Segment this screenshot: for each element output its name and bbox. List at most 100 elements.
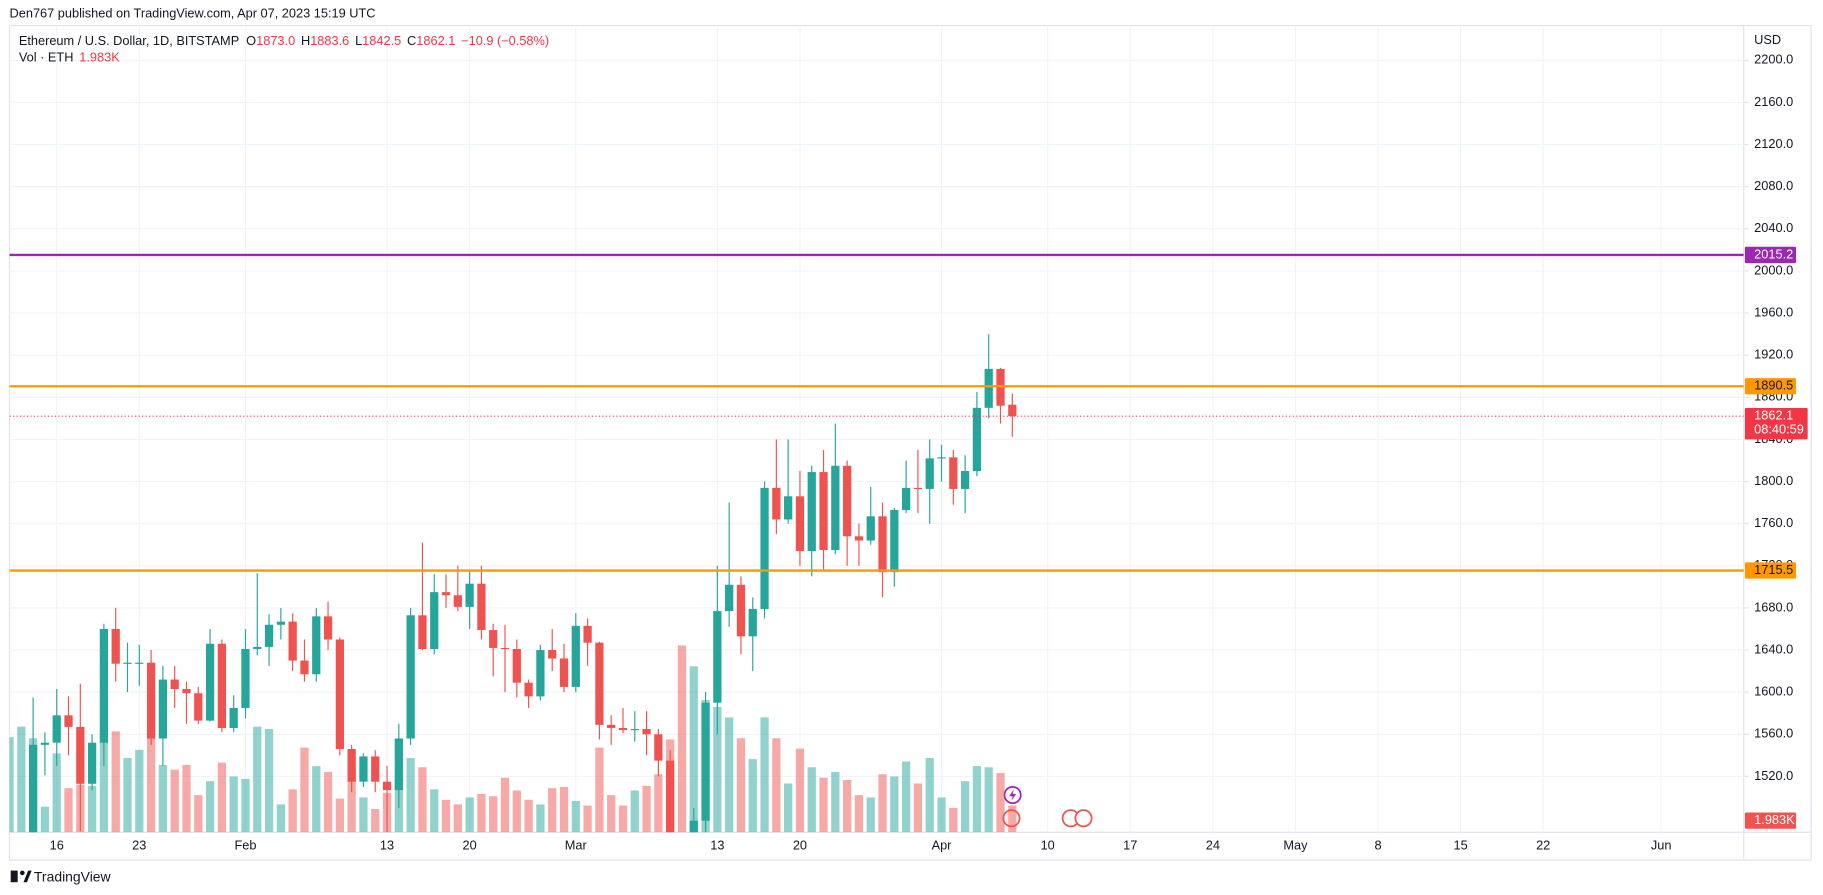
candle-body <box>701 702 710 821</box>
ohlc-value: 1862.1 <box>416 33 455 48</box>
y-tick-label: 2120.0 <box>1754 136 1793 151</box>
volume-badge-label: 1.983K <box>1754 812 1795 827</box>
brand-logo <box>10 870 18 883</box>
volume-bar <box>146 730 156 833</box>
candle-body <box>678 864 686 873</box>
candle-body <box>441 592 451 596</box>
candle-body <box>689 820 698 833</box>
candle-body <box>312 616 321 675</box>
candle-body <box>335 639 344 750</box>
volume-bar <box>182 764 191 833</box>
y-tick-label: 1600.0 <box>1754 684 1793 699</box>
volume-bar <box>253 726 262 833</box>
candle-body <box>359 756 368 782</box>
volume-bar <box>453 804 462 833</box>
volume-bar <box>866 797 875 833</box>
candle-body <box>630 729 639 731</box>
volume-bar <box>925 757 934 833</box>
volume-bar <box>312 766 321 833</box>
volume-bar <box>64 788 73 833</box>
candle-body <box>406 615 415 739</box>
candle-body <box>972 407 982 472</box>
candle-body <box>40 742 50 745</box>
candle-body <box>512 648 521 683</box>
candle-body <box>760 487 769 609</box>
candle-body <box>536 650 545 697</box>
candle-body <box>453 595 462 607</box>
x-tick-label: 22 <box>1536 838 1550 853</box>
candle-body <box>984 368 993 408</box>
candle-body <box>5 884 13 895</box>
volume-bar <box>40 806 50 833</box>
candle-body <box>607 724 616 728</box>
volume-bar <box>972 766 982 833</box>
x-tick-label: May <box>1283 838 1308 853</box>
volume-bar <box>87 785 97 833</box>
candle-body <box>654 734 663 761</box>
candle-body <box>784 496 793 520</box>
volume-bar <box>595 747 604 833</box>
countdown-label: 08:40:59 <box>1754 421 1804 436</box>
candle-body <box>736 584 746 637</box>
volume-value: 1.983K <box>79 49 120 64</box>
volume-bar <box>654 774 663 833</box>
volume-bar <box>890 776 899 833</box>
publisher-line: Den767 published on TradingView.com, Apr… <box>10 5 376 20</box>
volume-bar <box>713 706 722 833</box>
event-icon <box>1074 809 1093 828</box>
candle-body <box>17 849 25 884</box>
legend: Ethereum / U.S. Dollar, 1D, BITSTAMP O 187… <box>19 33 549 64</box>
candle-body <box>548 650 557 659</box>
candle-body <box>135 662 144 664</box>
volume-bar <box>489 796 498 833</box>
x-tick-label: 17 <box>1123 838 1137 853</box>
volume-bar <box>288 789 297 833</box>
volume-bar <box>618 805 628 833</box>
candle-body <box>937 457 946 459</box>
x-tick-label: Jun <box>1651 838 1672 853</box>
grid <box>9 25 1744 833</box>
candle-body <box>382 781 392 791</box>
y-tick-label: 1640.0 <box>1754 641 1793 656</box>
volume-name: Vol · ETH <box>19 49 74 64</box>
candle-body <box>87 742 97 784</box>
volume-bar <box>996 773 1005 833</box>
volume-bar <box>323 771 333 833</box>
volume-bar <box>807 767 816 833</box>
volume-bar <box>524 799 533 833</box>
volume-bar <box>689 666 698 833</box>
volume-bar <box>630 790 639 833</box>
candle-body <box>595 642 604 725</box>
volume-bar <box>371 809 380 833</box>
candle-body <box>182 689 191 694</box>
volume-bar <box>9 737 14 833</box>
candle-body <box>489 630 498 648</box>
y-tick-label: 1920.0 <box>1754 347 1793 362</box>
x-tick-label: Feb <box>234 838 256 853</box>
candle-body <box>241 648 250 708</box>
volume-bar <box>135 749 144 833</box>
candle-body <box>276 621 285 625</box>
ohlc-key: C <box>407 33 416 48</box>
candle-body <box>795 496 805 552</box>
volume-bar <box>642 785 651 833</box>
volume-bar <box>441 799 451 833</box>
candle-body <box>123 662 132 664</box>
level-label: 2015.2 <box>1754 246 1793 261</box>
candle-body <box>217 643 227 728</box>
change-label: −10.9 (−0.58%) <box>461 33 549 48</box>
volume-bar <box>854 795 864 833</box>
volume-bar <box>937 797 946 833</box>
volume-bar <box>901 761 911 833</box>
candle-body <box>571 625 580 687</box>
y-tick-label: 2200.0 <box>1754 52 1793 67</box>
y-tick-label: 2000.0 <box>1754 262 1793 277</box>
ohlc-key: H <box>301 33 310 48</box>
ohlc-key: L <box>355 33 362 48</box>
candle-body <box>76 726 85 784</box>
candle-body <box>253 646 262 649</box>
candle-body <box>819 472 828 551</box>
brand: TradingView <box>10 868 112 884</box>
candle-body <box>194 693 203 721</box>
candle-body <box>430 592 439 649</box>
